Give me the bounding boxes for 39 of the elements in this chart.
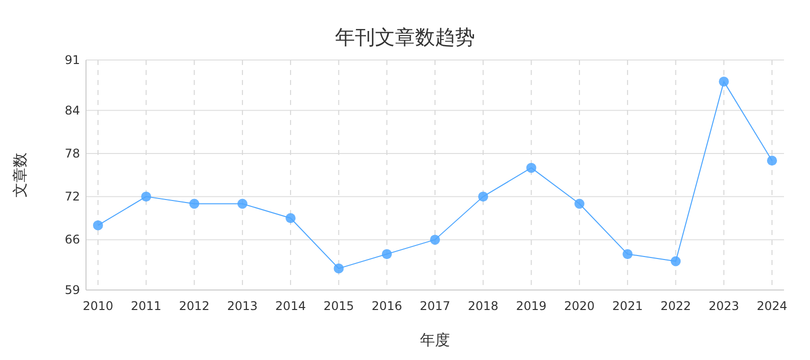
y-tick-label: 72 <box>64 190 80 204</box>
x-tick-label: 2022 <box>660 299 691 313</box>
x-tick-label: 2012 <box>179 299 210 313</box>
x-tick-label: 2024 <box>756 299 788 313</box>
x-tick-label: 2021 <box>612 299 643 313</box>
y-tick-label: 59 <box>64 283 80 297</box>
x-tick-label: 2013 <box>227 299 258 313</box>
x-axis-title: 年度 <box>420 331 450 349</box>
y-tick-label: 84 <box>64 103 80 118</box>
x-tick-label: 2011 <box>130 299 162 313</box>
point <box>286 213 296 224</box>
point <box>189 198 200 209</box>
y-tick-label: 91 <box>64 53 80 67</box>
point <box>526 162 536 173</box>
y-axis-title: 文章数 <box>11 152 29 198</box>
x-tick-label: 2014 <box>275 299 306 313</box>
point <box>141 192 152 202</box>
point <box>622 249 633 260</box>
x-tick-label: 2015 <box>323 299 354 313</box>
x-tick-label: 2020 <box>564 299 595 313</box>
y-tick-label: 78 <box>64 146 80 160</box>
y-tick-label: 66 <box>64 232 80 247</box>
x-tick-label: 2016 <box>372 299 402 313</box>
x-tick-label: 2018 <box>468 299 498 313</box>
x-tick-label: 2017 <box>420 299 450 313</box>
x-tick-label: 2023 <box>708 299 740 313</box>
point <box>334 263 344 274</box>
point <box>382 249 392 260</box>
point <box>430 234 440 245</box>
x-tick-label: 2010 <box>82 299 114 313</box>
x-tick-label: 2019 <box>516 299 547 313</box>
point <box>574 198 584 209</box>
point <box>478 192 488 202</box>
point <box>670 256 681 266</box>
point <box>237 198 248 209</box>
point <box>93 220 103 230</box>
chart-title: 年刊文章数趋势 <box>335 25 475 49</box>
point <box>767 156 777 166</box>
point <box>718 76 729 87</box>
